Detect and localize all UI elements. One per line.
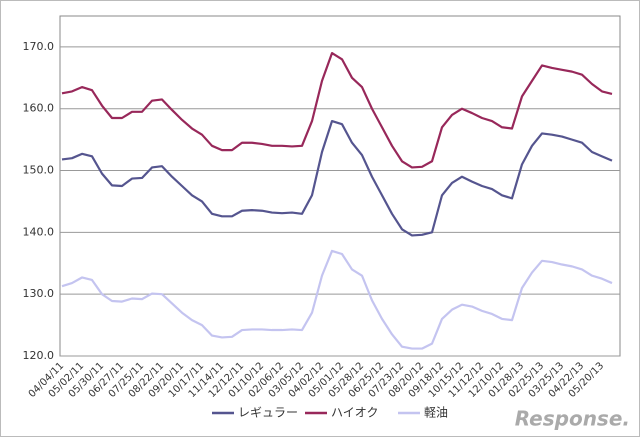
- y-tick-label: 150.0: [23, 164, 55, 177]
- legend-label: ハイオク: [331, 406, 379, 420]
- y-tick-label: 160.0: [23, 102, 55, 115]
- watermark: Response.: [515, 407, 630, 431]
- y-tick-label: 130.0: [23, 287, 55, 300]
- y-tick-label: 170.0: [23, 40, 55, 53]
- legend-label: レギュラー: [238, 406, 298, 420]
- series-line: [61, 51, 613, 169]
- series-line: [61, 249, 613, 350]
- y-tick-label: 140.0: [23, 225, 55, 238]
- series-line: [61, 119, 613, 237]
- y-tick-label: 120.0: [23, 349, 55, 362]
- legend-label: 軽油: [424, 406, 448, 420]
